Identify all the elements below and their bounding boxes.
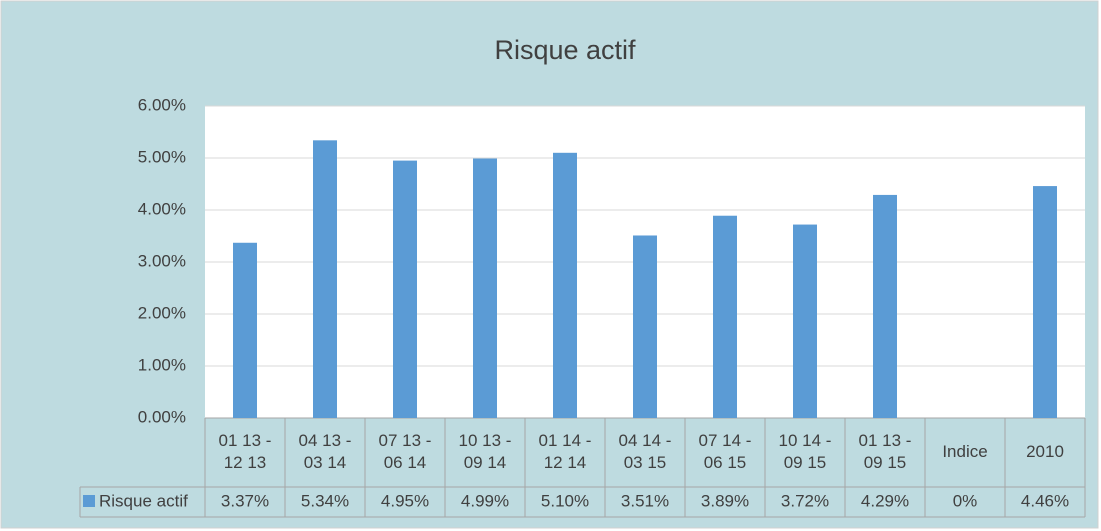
data-table-value: 4.29% [861, 491, 909, 510]
legend-swatch [83, 495, 95, 507]
x-tick-label: 06 14 [384, 453, 427, 472]
x-tick-label: 07 13 - [379, 431, 432, 450]
bar [873, 194, 897, 418]
data-table-value: 0% [953, 491, 978, 510]
bar [393, 160, 417, 418]
data-table-value: 5.10% [541, 491, 589, 510]
x-tick-label: 10 14 - [779, 431, 832, 450]
data-table-value: 5.34% [301, 491, 349, 510]
bar [553, 152, 577, 419]
data-table-value: 3.89% [701, 491, 749, 510]
data-table-value: 3.51% [621, 491, 669, 510]
y-tick-label: 0.00% [138, 407, 186, 426]
data-table-value: 3.37% [221, 491, 269, 510]
x-tick-label: 12 14 [544, 453, 587, 472]
x-tick-label: Indice [942, 442, 987, 461]
chart-title: Risque actif [494, 35, 636, 65]
x-tick-label: 09 15 [864, 453, 907, 472]
bar [633, 235, 657, 418]
y-tick-label: 4.00% [138, 199, 186, 218]
x-tick-label: 06 15 [704, 453, 747, 472]
legend-label: Risque actif [99, 491, 188, 510]
data-table-value: 3.72% [781, 491, 829, 510]
y-tick-label: 2.00% [138, 303, 186, 322]
y-tick-label: 6.00% [138, 95, 186, 114]
x-tick-label: 04 14 - [619, 431, 672, 450]
x-tick-label: 03 14 [304, 453, 347, 472]
x-tick-label: 12 13 [224, 453, 267, 472]
x-tick-label: 09 15 [784, 453, 827, 472]
x-tick-label: 04 13 - [299, 431, 352, 450]
data-table-value: 4.99% [461, 491, 509, 510]
x-tick-label: 01 13 - [219, 431, 272, 450]
x-tick-label: 2010 [1026, 442, 1064, 461]
x-tick-label: 09 14 [464, 453, 507, 472]
x-tick-label: 03 15 [624, 453, 667, 472]
data-table-value: 4.95% [381, 491, 429, 510]
y-tick-label: 1.00% [138, 355, 186, 374]
bar [233, 242, 257, 418]
x-tick-label: 01 14 - [539, 431, 592, 450]
bar [313, 140, 337, 418]
x-tick-label: 07 14 - [699, 431, 752, 450]
y-tick-label: 5.00% [138, 147, 186, 166]
y-tick-label: 3.00% [138, 251, 186, 270]
bar [1033, 186, 1057, 418]
x-tick-label: 01 13 - [859, 431, 912, 450]
bar [793, 224, 817, 418]
x-tick-label: 10 13 - [459, 431, 512, 450]
data-table-value: 4.46% [1021, 491, 1069, 510]
bar [473, 158, 497, 418]
bar [713, 215, 737, 418]
